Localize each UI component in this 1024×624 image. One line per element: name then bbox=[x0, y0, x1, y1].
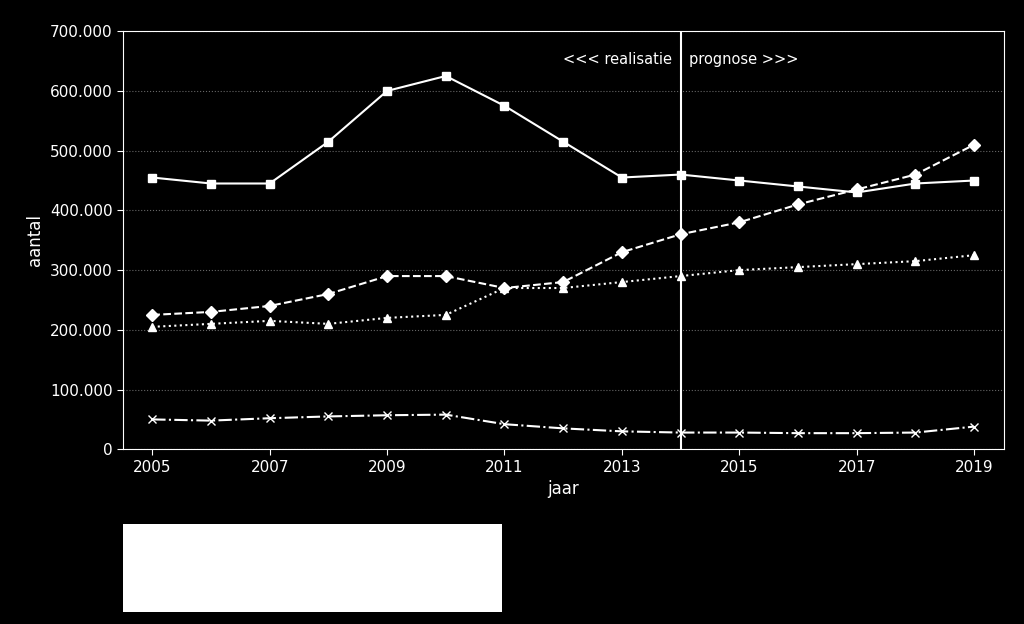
Text: <<< realisatie: <<< realisatie bbox=[563, 52, 672, 67]
X-axis label: jaar: jaar bbox=[547, 480, 580, 498]
Y-axis label: aantal: aantal bbox=[27, 214, 44, 266]
Text: prognose >>>: prognose >>> bbox=[689, 52, 799, 67]
